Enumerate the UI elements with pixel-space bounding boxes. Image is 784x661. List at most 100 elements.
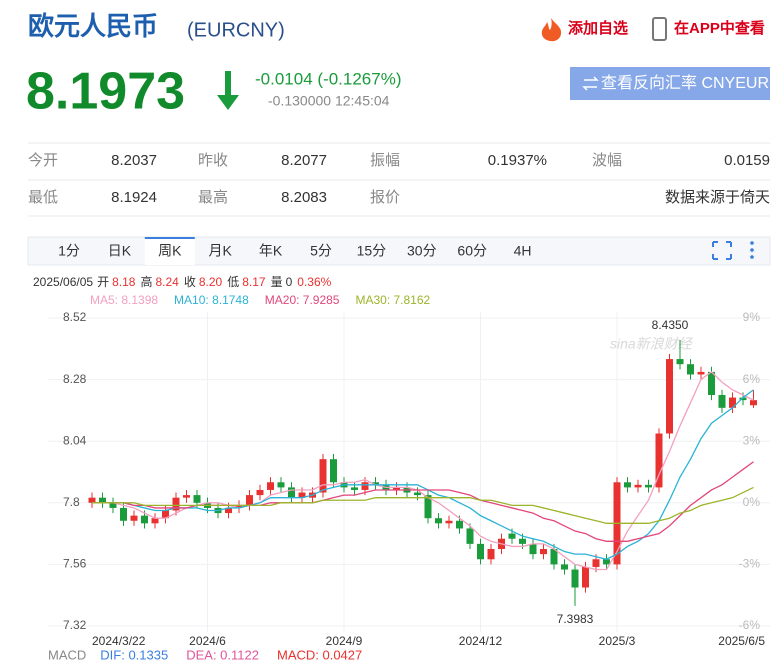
change: -0.0104 (-0.1267%) (255, 69, 401, 88)
stat-value: 8.1924 (111, 189, 157, 206)
y-tick-label: 7.8 (63, 495, 80, 509)
candle-body (645, 484, 652, 488)
candle-body (319, 459, 327, 493)
info-text: 收 (184, 275, 196, 289)
code: (EURCNY) (187, 19, 285, 41)
x-tick-label: 2024/9 (326, 634, 363, 648)
info-text: 高 (140, 274, 152, 289)
info-text: 8.24 (155, 275, 179, 289)
candle-body (540, 549, 547, 555)
candle-body (88, 497, 96, 503)
candle-body (529, 543, 537, 555)
candle-body (288, 487, 295, 498)
candle-body (99, 497, 106, 503)
y2-tick-label: 0% (743, 495, 761, 509)
stat-label: 最低 (28, 189, 58, 206)
y2-tick-label: 6% (743, 372, 761, 386)
tab[interactable]: 4H (514, 243, 532, 259)
candle-body (718, 395, 726, 408)
info-text: 2025/06/05 (33, 275, 93, 289)
y-tick-label: 8.52 (63, 310, 87, 324)
tab[interactable]: 月K (209, 243, 233, 259)
stat-label: 今开 (28, 152, 58, 169)
x-tick-label: 2024/12 (459, 634, 503, 648)
stat-value: 0.0159 (724, 152, 770, 169)
info-text: MA10: 8.1748 (174, 293, 249, 307)
candle-body (330, 459, 337, 483)
info-text: MACD: 0.0427 (277, 647, 362, 661)
detail: -0.130000 12:45:04 (268, 93, 390, 109)
stat-label: 昨收 (198, 152, 228, 169)
tab[interactable]: 60分 (457, 243, 487, 259)
x-tick-label: 2025/6/5 (718, 634, 765, 648)
tab[interactable]: 日K (108, 243, 132, 259)
tab[interactable]: 年K (259, 243, 283, 259)
tab[interactable]: 30分 (407, 243, 437, 259)
candle-body (162, 510, 169, 519)
candle-body (351, 487, 358, 490)
candle-body (676, 359, 684, 365)
max-label: 8.4350 (652, 318, 689, 332)
ma-line (92, 389, 754, 560)
candle-body (277, 482, 285, 488)
title: 欧元人民币 (28, 11, 158, 41)
info-text: 0 (286, 275, 293, 289)
down-arrow (217, 71, 239, 110)
more-icon[interactable] (750, 241, 754, 259)
stats: 今开 8.2037 昨收 8.2077 振幅 0.1937% 波幅 0.0159 最低 8.192… (28, 142, 770, 217)
stat-label: 报价 (370, 189, 400, 206)
candle-body (120, 507, 127, 521)
candle-body (298, 492, 306, 498)
min-label: 7.3983 (557, 612, 594, 626)
y-tick-label: 8.28 (63, 372, 87, 386)
tab-bar (27, 236, 771, 266)
candle-body (739, 397, 747, 401)
candle-body (225, 507, 232, 514)
candle-body (235, 505, 243, 508)
y-tick-label: 8.04 (63, 433, 87, 447)
candle-body (750, 400, 757, 406)
candle-body (603, 559, 610, 565)
stat-label: 振幅 (370, 152, 400, 169)
reverse-button[interactable] (570, 67, 770, 100)
ma-line (92, 461, 754, 542)
stat-value: 8.2037 (111, 152, 157, 169)
tab[interactable]: 1分 (58, 243, 80, 259)
watermark: sina新浪财经 (610, 336, 694, 352)
info-text: MA20: 7.9285 (265, 293, 340, 307)
stat-label: 最高 (198, 189, 228, 206)
flame-icon (541, 18, 562, 42)
x-tick-label: 2024/3/22 (92, 634, 146, 648)
candle-body (435, 518, 442, 524)
chart: 2025/06/05 开 8.18 高 8.24 收 8.20 低 8.17 量 0 0.36% MA5… (33, 274, 770, 661)
add-watch[interactable]: 添加自选 (568, 19, 628, 37)
candle-body (519, 538, 526, 544)
candle-body (508, 533, 516, 539)
fullscreen-icon[interactable] (712, 241, 732, 260)
info-text: MA5: 8.1398 (90, 293, 158, 307)
candle-body (267, 482, 274, 490)
candle-body (729, 397, 736, 408)
candle-body (393, 487, 400, 490)
tab[interactable]: 15分 (357, 243, 387, 259)
candle-body (193, 495, 201, 503)
candle-body (372, 482, 379, 485)
candle-body (477, 543, 484, 560)
tab[interactable]: 周K (158, 243, 182, 259)
info-text: 8.20 (199, 275, 223, 289)
reverse-label[interactable]: 查看反向汇率 CNYEUR (601, 74, 769, 92)
tab[interactable]: 5分 (310, 243, 332, 259)
active-tab (144, 237, 195, 265)
swap-icon (582, 76, 599, 91)
open-app[interactable]: 在APP中查看 (674, 19, 765, 37)
candle-body (151, 518, 159, 524)
candle-body (466, 528, 474, 544)
candle-body (414, 492, 421, 496)
phone-icon (652, 17, 667, 41)
candle-body (655, 433, 663, 488)
y2-tick-label: -6% (739, 618, 761, 632)
candle-body (256, 489, 264, 496)
info-text: 0.36% (297, 275, 331, 289)
candle-body (141, 515, 148, 524)
